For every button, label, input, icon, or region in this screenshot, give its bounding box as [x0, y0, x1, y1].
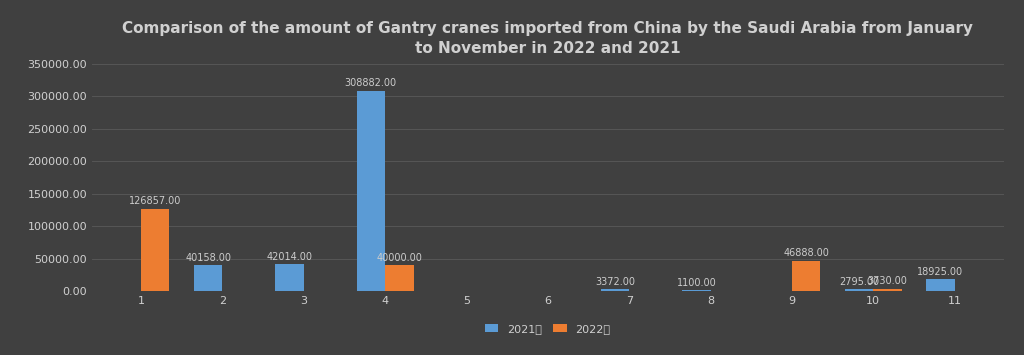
Bar: [927, 279, 954, 291]
Text: 1100.00: 1100.00: [677, 278, 716, 288]
Bar: [275, 264, 304, 291]
Bar: [356, 91, 385, 291]
Text: 42014.00: 42014.00: [266, 252, 312, 262]
Bar: [845, 289, 873, 291]
Bar: [141, 209, 169, 291]
Text: 46888.00: 46888.00: [783, 248, 829, 258]
Text: 18925.00: 18925.00: [918, 267, 964, 277]
Title: Comparison of the amount of Gantry cranes imported from China by the Saudi Arabi: Comparison of the amount of Gantry crane…: [122, 21, 974, 56]
Text: 3372.00: 3372.00: [595, 277, 635, 286]
Bar: [385, 265, 414, 291]
Bar: [792, 261, 820, 291]
Bar: [873, 289, 902, 291]
Text: 40158.00: 40158.00: [185, 253, 231, 263]
Text: 2795.00: 2795.00: [839, 277, 880, 287]
Text: 308882.00: 308882.00: [345, 78, 397, 88]
Text: 40000.00: 40000.00: [377, 253, 422, 263]
Legend: 2021年, 2022年: 2021年, 2022年: [485, 324, 610, 334]
Bar: [194, 265, 222, 291]
Text: 3730.00: 3730.00: [867, 277, 907, 286]
Bar: [682, 290, 711, 291]
Bar: [601, 289, 629, 291]
Text: 126857.00: 126857.00: [129, 196, 181, 207]
